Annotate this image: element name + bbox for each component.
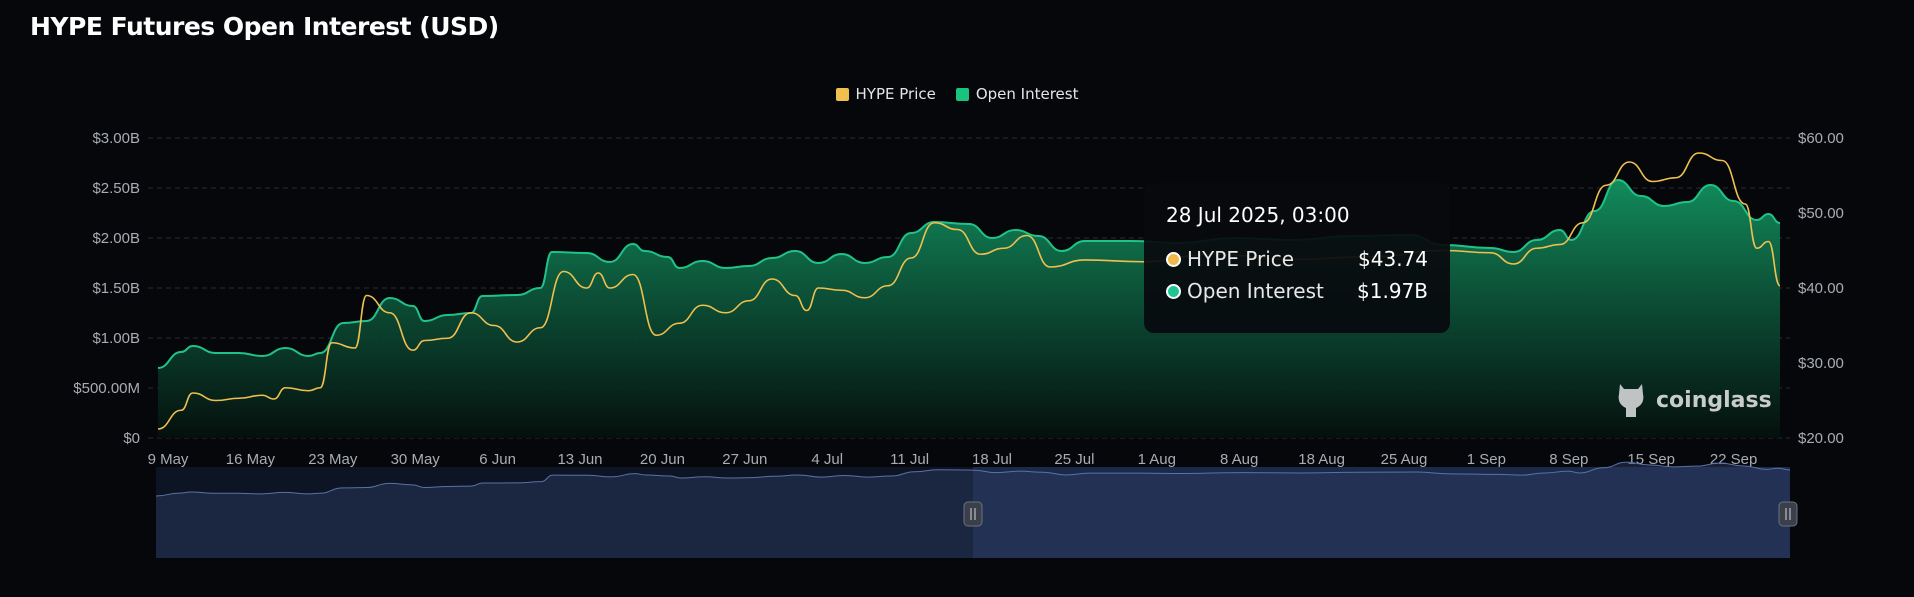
- navigator-handle-icon: [1778, 501, 1798, 527]
- x-tick-label: 9 May: [148, 451, 189, 468]
- x-tick-label: 8 Sep: [1549, 451, 1588, 468]
- y-left-tick-label: $500.00M: [73, 380, 140, 397]
- x-tick-label: 20 Jun: [640, 451, 685, 468]
- tooltip-value: $43.74: [1358, 247, 1428, 271]
- y-right-tick-label: $20.00: [1798, 430, 1844, 447]
- y-left-tick-label: $2.00B: [92, 230, 140, 247]
- x-tick-label: 13 Jun: [557, 451, 602, 468]
- navigator-handle-icon: [963, 501, 983, 527]
- legend: HYPE Price Open Interest: [0, 85, 1914, 103]
- coinglass-logo-icon: [1618, 384, 1644, 417]
- tooltip-date: 28 Jul 2025, 03:00: [1166, 203, 1350, 227]
- tooltip-label: Open Interest: [1187, 279, 1324, 303]
- price-swatch-icon: [835, 87, 849, 101]
- tooltip-row-oi: Open Interest $1.97B: [1166, 279, 1428, 303]
- oi-dot-icon: [1166, 283, 1181, 299]
- y-left-tick-label: $1.00B: [92, 330, 140, 347]
- hype-price-line: [157, 152, 1781, 430]
- x-tick-label: 23 May: [308, 451, 358, 468]
- legend-item-price[interactable]: HYPE Price: [835, 85, 936, 103]
- x-tick-label: 18 Jul: [972, 451, 1012, 468]
- tooltip-value: $1.97B: [1357, 279, 1428, 303]
- navigator-line: [155, 461, 1791, 497]
- x-tick-label: 1 Aug: [1138, 451, 1176, 468]
- x-tick-label: 30 May: [391, 451, 441, 468]
- x-tick-label: 18 Aug: [1298, 451, 1345, 468]
- x-tick-label: 16 May: [226, 451, 276, 468]
- navigator-handle[interactable]: [963, 501, 983, 527]
- x-tick-label: 4 Jul: [811, 451, 843, 468]
- y-right-tick-label: $40.00: [1798, 280, 1844, 297]
- x-tick-label: 6 Jun: [479, 451, 516, 468]
- price-dot-icon: [1166, 251, 1181, 267]
- y-left-tick-label: $1.50B: [92, 280, 140, 297]
- open-interest-line: [157, 178, 1781, 369]
- x-tick-label: 25 Jul: [1054, 451, 1094, 468]
- y-left-tick-label: $3.00B: [92, 130, 140, 147]
- open-interest-area: [158, 180, 1780, 438]
- y-left-tick-label: $0: [123, 430, 140, 447]
- y-left-tick-label: $2.50B: [92, 180, 140, 197]
- tooltip-row-price: HYPE Price $43.74: [1166, 247, 1428, 271]
- coinglass-watermark: coinglass: [1614, 380, 1772, 420]
- legend-label: HYPE Price: [855, 85, 936, 103]
- legend-item-open-interest[interactable]: Open Interest: [955, 85, 1079, 103]
- chart-title: HYPE Futures Open Interest (USD): [30, 12, 499, 41]
- y-right-tick-label: $30.00: [1798, 355, 1844, 372]
- y-right-tick-label: $50.00: [1798, 205, 1844, 222]
- oi-swatch-icon: [955, 87, 969, 101]
- legend-label: Open Interest: [975, 85, 1079, 103]
- x-tick-label: 8 Aug: [1220, 451, 1258, 468]
- x-tick-label: 1 Sep: [1467, 451, 1506, 468]
- navigator-handle[interactable]: [1778, 501, 1798, 527]
- tooltip-label: HYPE Price: [1187, 247, 1295, 271]
- x-tick-label: 27 Jun: [722, 451, 767, 468]
- tooltip: 28 Jul 2025, 03:00 HYPE Price $43.74 Open…: [1144, 183, 1450, 333]
- x-tick-label: 11 Jul: [890, 451, 929, 468]
- y-right-tick-label: $60.00: [1798, 130, 1844, 147]
- x-tick-label: 25 Aug: [1381, 451, 1428, 468]
- watermark-text: coinglass: [1656, 387, 1772, 413]
